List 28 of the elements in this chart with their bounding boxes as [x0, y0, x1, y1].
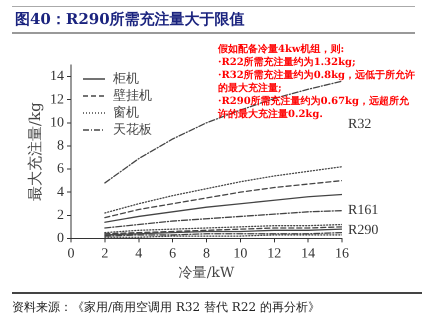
legend-label: 天花板 — [113, 122, 152, 138]
legend-label: 柜机 — [112, 71, 139, 86]
text: R290 — [348, 223, 378, 239]
x-tick-label: 2 — [101, 246, 108, 262]
x-axis-title: 冷量/kW — [178, 265, 235, 282]
text: R161 — [348, 203, 378, 219]
y-tick-label: 14 — [50, 69, 64, 84]
chart-title: 图40：R290所需充注量大于限值 — [12, 6, 415, 34]
legend-label: 壁挂机 — [113, 88, 152, 104]
y-tick-label: 4 — [57, 184, 64, 200]
y-tick-label: 8 — [57, 138, 64, 154]
x-tick-label: 6 — [169, 246, 176, 262]
text: R32 — [348, 117, 372, 133]
y-tick-label: 0 — [57, 231, 64, 246]
y-tick-label: 10 — [50, 115, 64, 130]
text: 资料来源：《家用/商用空调用 R32 替代 R22 的再分析》 — [12, 292, 422, 316]
y-tick-label: 2 — [57, 208, 64, 223]
y-tick-label: 12 — [50, 92, 64, 108]
x-tick-label: 10 — [233, 246, 248, 262]
x-tick-label: 12 — [267, 246, 282, 262]
legend-label: 窗机 — [113, 104, 139, 120]
y-axis-title: 最大充注量/kg — [26, 102, 44, 202]
y-tick-label: 6 — [57, 162, 64, 177]
x-tick-label: 16 — [335, 246, 349, 262]
x-tick-label: 4 — [135, 246, 142, 262]
x-tick-label: 0 — [68, 246, 74, 262]
x-tick-label: 8 — [203, 246, 210, 262]
x-tick-label: 14 — [301, 246, 316, 262]
